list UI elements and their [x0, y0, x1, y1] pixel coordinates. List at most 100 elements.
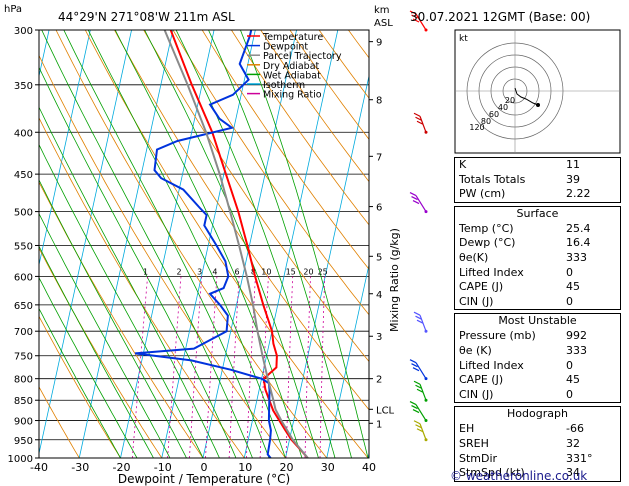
height-unit-label: km	[374, 5, 390, 16]
pressure-tick-label: 900	[14, 417, 33, 428]
wind-barb	[415, 13, 427, 31]
pressure-tick-label: 550	[14, 241, 33, 252]
dry-adiabat	[39, 116, 245, 458]
pressure-tick-label: 650	[14, 301, 33, 312]
mixing-ratio-label: 6	[235, 267, 240, 276]
dry-adiabat	[114, 30, 369, 411]
copyright: © weatheronline.co.uk	[450, 469, 588, 483]
index-label: CIN (J)	[459, 387, 494, 401]
index-row: StmDir 331°	[455, 452, 620, 467]
index-label: Totals Totals	[459, 172, 526, 186]
index-row: Dewp (°C) 16.4	[455, 236, 620, 251]
series-parcel-trajectory	[163, 30, 309, 458]
mixing-ratio-label: 3	[197, 267, 202, 276]
wet-adiabat	[114, 30, 303, 458]
index-label: CAPE (J)	[459, 373, 504, 387]
pressure-tick-label: 850	[14, 396, 33, 407]
height-tick-label: 2	[376, 375, 382, 386]
section-title: Most Unstable	[498, 314, 577, 328]
wet-adiabat	[39, 307, 121, 458]
height-tick-label: 7	[376, 152, 382, 163]
height-tick-label: 8	[376, 96, 382, 107]
temperature-tick-label: -10	[154, 461, 172, 474]
index-value: 333	[566, 250, 587, 264]
mixing-ratio-label: 10	[261, 267, 271, 276]
index-value: 333	[566, 343, 587, 357]
dry-adiabat	[55, 30, 328, 458]
index-label: PW (cm)	[459, 187, 506, 201]
pressure-tick-label: 1000	[8, 454, 33, 465]
wet-adiabat	[39, 143, 204, 458]
index-panel: K 11 Totals Totals 39 PW (cm) 2.22 Surface Temp…	[454, 157, 621, 485]
index-value: 39	[566, 172, 580, 186]
index-label: θe (K)	[459, 343, 492, 357]
index-value: 45	[566, 373, 580, 387]
mixing-ratio-label: 25	[318, 267, 328, 276]
series-temperature	[169, 30, 309, 458]
legend-entry: Parcel Trajectory	[263, 51, 342, 62]
dry-adiabat	[231, 30, 369, 226]
dry-adiabat	[39, 386, 80, 458]
hodograph-ring-label: 80	[481, 117, 491, 126]
series-dewpoint	[134, 30, 272, 458]
mixing-ratio-line	[319, 276, 326, 458]
height-tick-label: 5	[376, 252, 382, 263]
isotherm-line	[120, 30, 215, 458]
index-label: Dewp (°C)	[459, 236, 516, 250]
height-tick-label: LCL	[376, 405, 395, 416]
pressure-tick-label: 400	[14, 128, 33, 139]
index-label: Temp (°C)	[459, 221, 514, 235]
pressure-tick-label: 500	[14, 208, 33, 219]
height-unit-label-2: ASL	[374, 18, 393, 29]
index-row: CIN (J) 0	[455, 388, 620, 403]
basic-indices-box: K 11 Totals Totals 39 PW (cm) 2.22	[454, 157, 621, 203]
index-value: 0	[566, 265, 573, 279]
hodograph-trace	[514, 87, 539, 106]
index-label: Pressure (mb)	[459, 329, 536, 343]
index-row: CAPE (J) 45	[455, 280, 620, 295]
height-tick-label: 3	[376, 332, 382, 343]
dry-adiabat	[39, 54, 286, 458]
isotherm-line	[285, 74, 369, 458]
legend-entry: Temperature	[262, 32, 323, 43]
index-label: EH	[459, 422, 475, 436]
wind-barb	[415, 195, 427, 212]
wet-adiabat	[39, 276, 138, 458]
isotherm-line	[78, 30, 174, 458]
hodograph-unit-label: kt	[459, 34, 468, 44]
dry-adiabat	[39, 181, 204, 458]
wind-barb	[419, 116, 427, 133]
legend-entry: Mixing Ratio	[263, 90, 322, 101]
mixing-ratio-label: 15	[286, 267, 296, 276]
index-value: 0	[566, 358, 573, 372]
mixing-ratio-label: 1	[143, 267, 148, 276]
mixing-ratio-label: 2	[176, 267, 181, 276]
height-tick-label: 9	[376, 38, 382, 49]
axis-labels: hPa3003504004505005506006507007508008509…	[4, 4, 401, 486]
temperature-tick-label: 20	[280, 461, 294, 474]
isotherm-line	[39, 30, 132, 456]
pressure-tick-label: 750	[14, 352, 33, 363]
index-row: CAPE (J) 45	[455, 373, 620, 388]
isotherm-line	[0, 30, 8, 458]
index-value: 0	[566, 387, 573, 401]
wet-adiabat	[240, 30, 369, 458]
dry-adiabat	[201, 30, 369, 270]
index-row: EH -66	[455, 422, 620, 437]
dry-adiabat	[172, 30, 369, 316]
wind-barb	[415, 404, 427, 421]
index-value: 11	[566, 158, 580, 171]
index-label: K	[459, 158, 467, 171]
index-row: K 11	[455, 158, 620, 173]
mixing-ratio-label: 20	[303, 267, 313, 276]
height-tick-label: 1	[376, 419, 382, 430]
index-row: PW (cm) 2.22	[455, 187, 620, 202]
dry-adiabat	[143, 30, 369, 363]
legend-entry: Wet Adiabat	[263, 70, 321, 81]
wet-adiabat	[39, 212, 171, 458]
wet-adiabat	[41, 30, 253, 458]
index-label: StmDir	[459, 451, 498, 465]
index-value: 45	[566, 280, 580, 294]
most-unstable-box: Most Unstable Pressure (mb) 992 θe (K) 333 Li…	[454, 313, 621, 404]
pressure-unit-label: hPa	[4, 4, 22, 15]
